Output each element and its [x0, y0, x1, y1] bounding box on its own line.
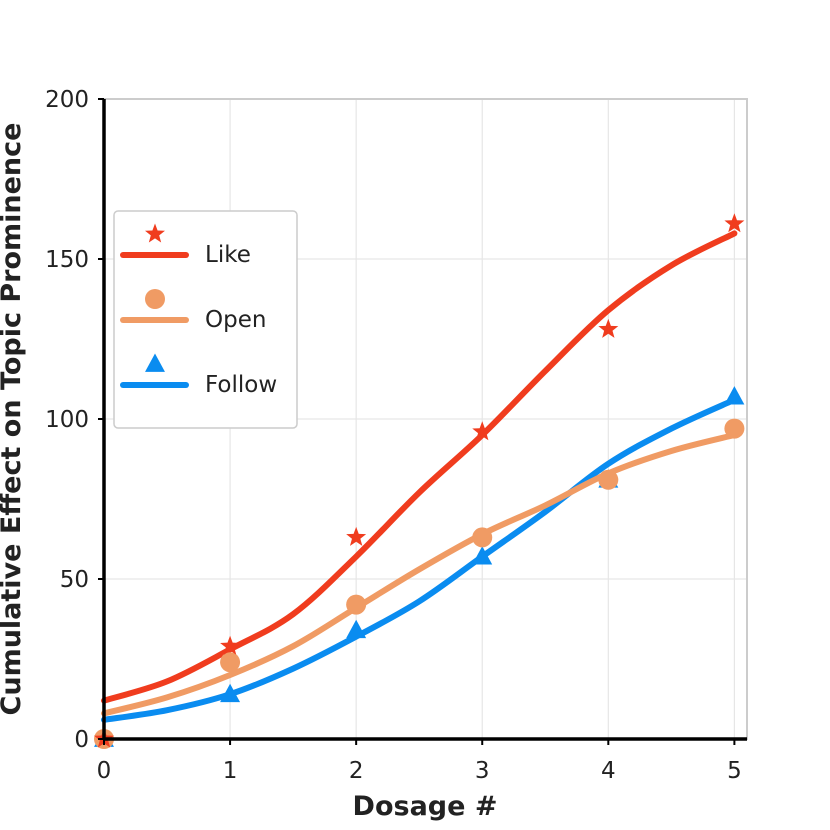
- follow-fit-line: [101, 396, 738, 723]
- follow-marker: [472, 546, 493, 565]
- like-marker: [346, 526, 367, 546]
- y-tick-label: 150: [45, 247, 89, 273]
- series-like: [101, 230, 738, 704]
- x-axis-title: Dosage #: [353, 791, 498, 822]
- like-marker: [220, 635, 241, 655]
- x-tick-label: 3: [475, 758, 490, 784]
- open-marker: [598, 469, 619, 490]
- x-tick-label: 2: [349, 758, 364, 784]
- series-open-points: [94, 418, 745, 749]
- legend-like-label: Like: [205, 242, 251, 268]
- follow-marker: [346, 619, 367, 639]
- open-marker: [220, 652, 241, 673]
- like-marker: [724, 213, 745, 233]
- x-tick-label: 1: [223, 758, 238, 784]
- like-marker: [472, 421, 493, 441]
- legend-follow-label: Follow: [205, 372, 277, 398]
- open-marker: [346, 594, 367, 615]
- open-marker: [472, 527, 493, 548]
- legend-open-label: Open: [205, 307, 266, 333]
- legend-box: [113, 210, 298, 429]
- legend: Like Open Follow: [113, 210, 298, 429]
- series-open: [101, 432, 738, 717]
- series-follow: [101, 396, 738, 723]
- like-fit-line: [101, 230, 738, 704]
- x-tick-label: 0: [97, 758, 112, 784]
- like-marker: [598, 318, 619, 338]
- series-layer: [94, 213, 745, 749]
- legend-like-marker: [145, 223, 165, 243]
- open-fit-line: [101, 432, 738, 717]
- x-tick-label: 5: [727, 758, 742, 784]
- y-tick-label: 100: [45, 407, 89, 433]
- open-marker: [724, 418, 745, 439]
- x-tick-label: 4: [601, 758, 616, 784]
- y-axis-title: Cumulative Effect on Topic Prominence: [0, 123, 27, 716]
- follow-marker: [220, 683, 241, 703]
- legend-follow-marker: [145, 353, 165, 372]
- follow-marker: [724, 386, 745, 405]
- y-tick-label: 50: [60, 567, 89, 593]
- y-tick-label: 200: [45, 87, 89, 113]
- y-tick-label: 0: [74, 727, 89, 753]
- legend-open-marker: [145, 289, 165, 309]
